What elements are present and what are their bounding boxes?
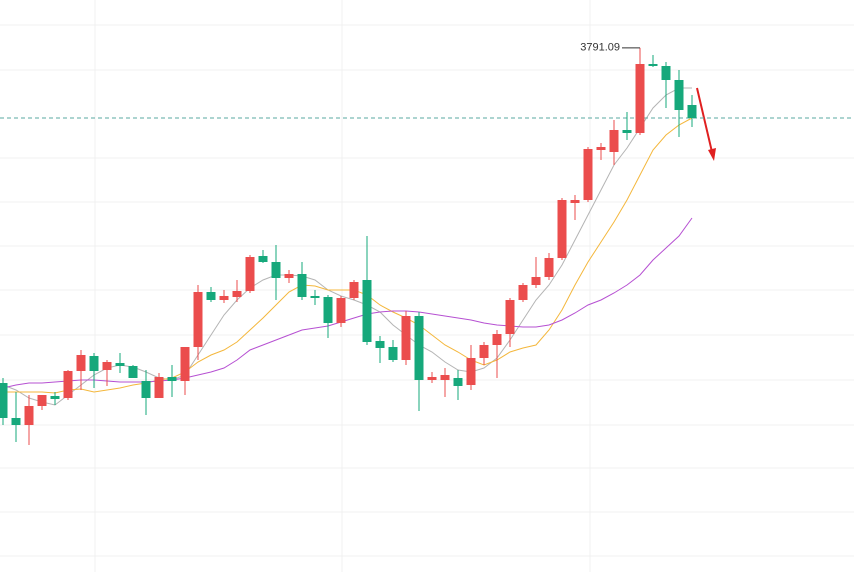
candle-body: [297, 274, 307, 297]
candle-body: [414, 316, 424, 380]
candle-body: [362, 280, 372, 342]
arrow-shaft: [696, 87, 713, 153]
candle-body: [323, 297, 333, 323]
candle-body: [336, 298, 346, 323]
candle-body: [622, 130, 632, 133]
candle-body: [271, 262, 281, 278]
candle-body: [76, 355, 86, 371]
ma-line: [3, 117, 693, 394]
candle-body: [11, 418, 21, 425]
candle-body: [0, 383, 8, 418]
candle-body: [102, 362, 112, 370]
candle-body: [154, 377, 164, 398]
candle-body: [284, 274, 294, 278]
candle-body: [245, 257, 255, 291]
candle-body: [180, 347, 190, 381]
candle-body: [648, 64, 658, 66]
candle-body: [518, 285, 528, 300]
arrow-head: [708, 148, 716, 161]
candle-body: [635, 64, 645, 133]
candle-body: [570, 200, 580, 203]
candle-body: [674, 80, 684, 110]
candle-body: [609, 130, 619, 152]
candle-body: [544, 258, 554, 277]
candle-body: [661, 66, 671, 80]
candle-body: [167, 377, 177, 381]
candle-body: [206, 292, 216, 300]
arrow: [696, 87, 716, 161]
candle-body: [583, 149, 593, 200]
candle-body: [479, 345, 489, 358]
candle-body: [687, 105, 697, 118]
candle-body: [50, 396, 60, 399]
candle-body: [440, 375, 450, 380]
candle-body: [63, 371, 73, 398]
candle-body: [492, 334, 502, 345]
candle-body: [401, 316, 411, 360]
candle-body: [427, 377, 437, 380]
candle-body: [115, 363, 125, 366]
candle-body: [232, 291, 242, 297]
candle-body: [388, 347, 398, 360]
candle-body: [557, 200, 567, 258]
candle-body: [89, 356, 99, 371]
candle-body: [375, 341, 385, 348]
candle-body: [128, 366, 138, 378]
candle-body: [141, 381, 151, 398]
ma-line: [2, 217, 693, 389]
candle-body: [310, 296, 320, 298]
candle-body: [258, 256, 268, 262]
candle-body: [596, 147, 606, 150]
candle-body: [531, 277, 541, 285]
candle-body: [505, 300, 515, 334]
max-annotation: 3791.09: [580, 42, 620, 54]
candle-body: [219, 296, 229, 300]
candle-body: [349, 282, 359, 298]
candle-body: [453, 378, 463, 386]
candle-body: [466, 358, 476, 385]
candle-body: [193, 292, 203, 347]
candle-body: [37, 395, 47, 406]
candle-body: [24, 406, 34, 425]
